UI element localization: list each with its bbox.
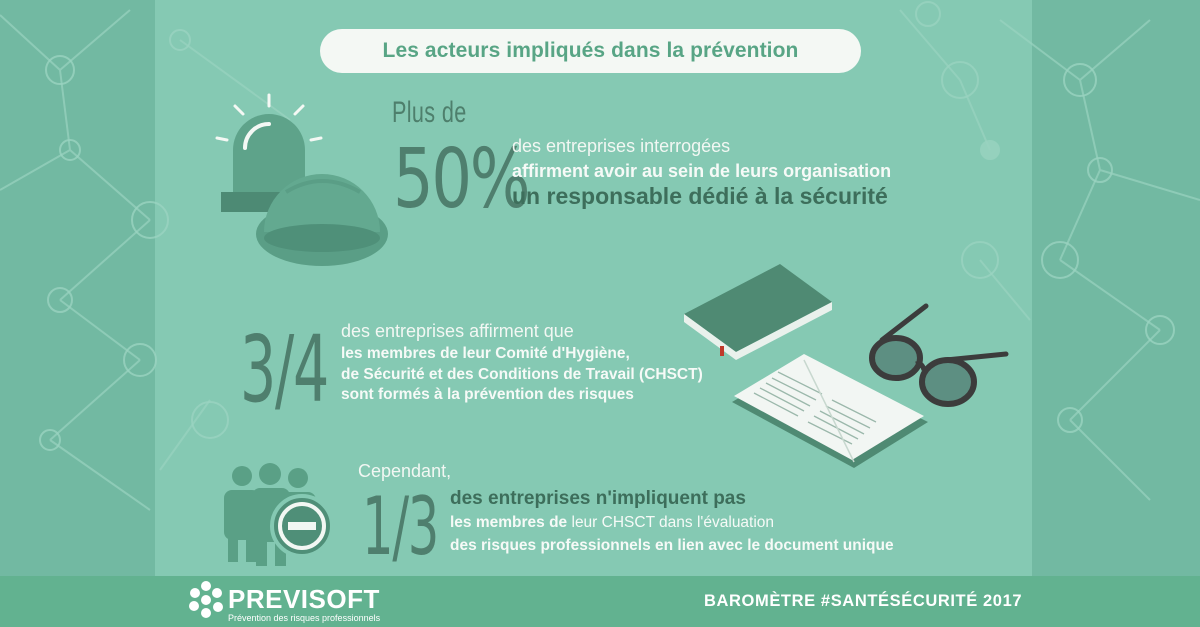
open-book-icon <box>732 354 928 468</box>
campaign-label: BAROMÈTRE #SANTÉSÉCURITÉ 2017 <box>704 592 1023 610</box>
stat3-line1: des entreprises n'impliquent pas <box>450 488 746 509</box>
stat3-line2-bold: les membres de <box>450 514 568 531</box>
stat1-line2: affirment avoir au sein de leurs organis… <box>512 161 892 181</box>
stat1-prefix: Plus de <box>392 96 467 129</box>
stat1-value: 50% <box>393 132 530 227</box>
page-title: Les acteurs impliqués dans la prévention <box>382 39 799 62</box>
stat1-line3: un responsable dédié à la sécurité <box>512 183 888 209</box>
stat3-intro: Cependant, <box>358 461 452 481</box>
footer <box>0 576 1200 627</box>
people-minus-icon <box>224 463 334 566</box>
title-pill: Les acteurs impliqués dans la prévention <box>320 29 861 73</box>
glasses-icon <box>869 303 1009 407</box>
background-left <box>0 0 155 576</box>
brand-name: PREVISOFT <box>228 584 380 614</box>
brand-tagline: Prévention des risques professionnels <box>228 613 381 623</box>
stat2-line4: sont formés à la prévention des risques <box>341 386 634 403</box>
previsoft-logo-icon <box>189 581 223 618</box>
stat1-line1: des entreprises interrogées <box>512 136 731 156</box>
stat3-line2: les membres de leur CHSCT dans l'évaluat… <box>450 514 774 532</box>
stat2-line3: de Sécurité et des Conditions de Travail… <box>341 366 703 383</box>
stat2-line1: des entreprises affirment que <box>341 321 574 341</box>
hard-hat-icon <box>256 174 388 266</box>
stat3-value: 1/3 <box>362 480 439 573</box>
network-decoration <box>0 1 1200 511</box>
closed-book-icon <box>684 264 832 360</box>
stat2-value: 3/4 <box>240 316 329 423</box>
background-right <box>1032 0 1200 576</box>
stat2-line2: les membres de leur Comité d'Hygiène, <box>341 345 630 362</box>
stat3-line3: des risques professionnels en lien avec … <box>450 537 894 554</box>
stat3-line2-rest: leur CHSCT dans l'évaluation <box>567 514 775 531</box>
